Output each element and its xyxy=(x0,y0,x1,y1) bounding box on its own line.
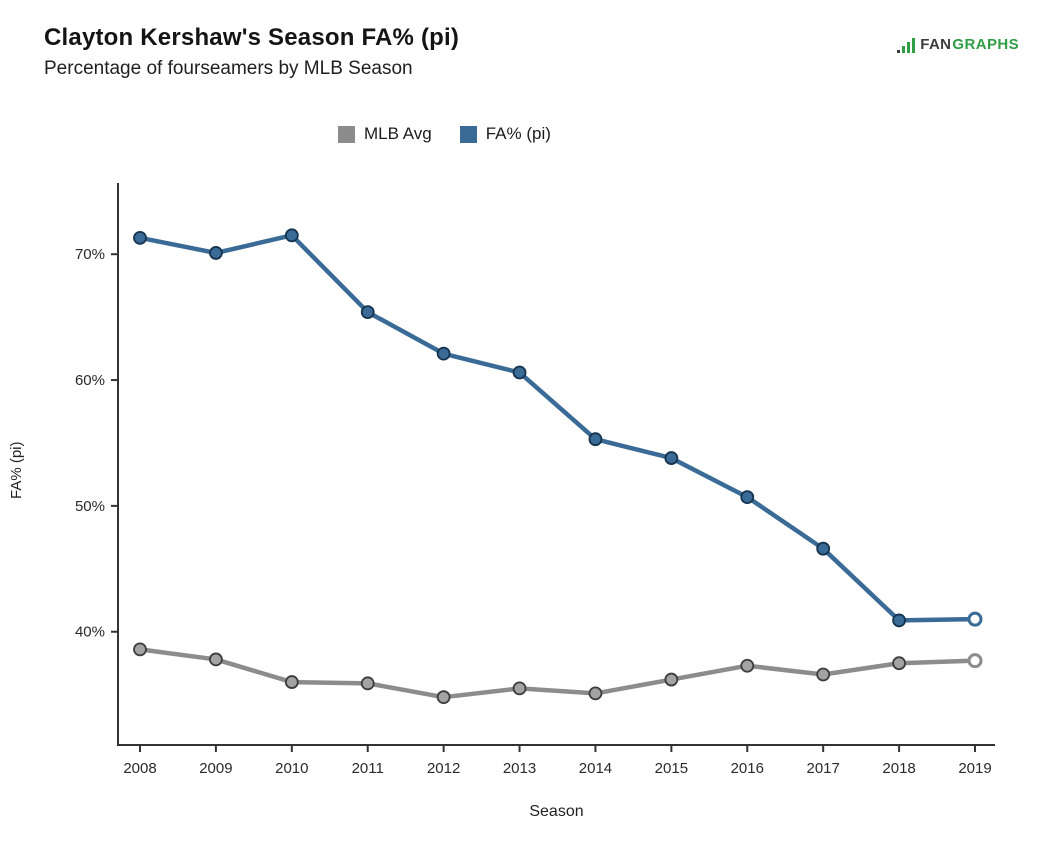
logo-bar-3 xyxy=(912,38,916,53)
x-tick-label: 2016 xyxy=(731,760,764,777)
y-axis-label: FA% (pi) xyxy=(8,441,25,499)
x-tick-label: 2011 xyxy=(352,760,384,777)
data-point xyxy=(967,653,983,669)
data-point xyxy=(892,656,906,671)
legend-item-mlb-avg: MLB Avg xyxy=(338,124,432,144)
logo-bar-dot xyxy=(897,50,901,53)
x-tick-label: 2018 xyxy=(882,760,915,777)
legend-swatch-fa-pct xyxy=(459,125,477,143)
fangraphs-bars-icon xyxy=(897,38,916,53)
chart-legend: MLB Avg FA% (pi) xyxy=(338,124,551,144)
data-point xyxy=(209,246,223,260)
data-point xyxy=(209,652,223,667)
legend-swatch-mlb-avg xyxy=(338,125,355,143)
y-tick-label: 70% xyxy=(75,246,105,263)
x-tick-label: 2017 xyxy=(806,760,839,777)
legend-label-fa-pct: FA% (pi) xyxy=(485,124,551,143)
page-subtitle: Percentage of fourseamers by MLB Season xyxy=(44,58,413,79)
y-tick-label: 60% xyxy=(75,372,105,389)
data-point xyxy=(133,642,147,657)
data-point xyxy=(740,490,755,504)
legend-item-fa-pct: FA% (pi) xyxy=(459,124,551,144)
logo-text-graphs: GRAPHS xyxy=(952,36,1019,53)
fangraphs-logo: FAN GRAPHS xyxy=(897,36,1019,53)
data-point xyxy=(664,672,679,687)
data-point xyxy=(967,611,983,627)
x-tick-label: 2014 xyxy=(579,760,612,777)
x-tick-label: 2015 xyxy=(655,760,688,777)
axis-lines xyxy=(117,183,995,746)
series-line-mlb-avg xyxy=(137,647,978,700)
data-point xyxy=(588,432,603,447)
data-point xyxy=(588,686,603,701)
y-tick-label: 40% xyxy=(75,624,105,641)
data-point xyxy=(360,676,375,691)
data-point xyxy=(512,365,527,380)
x-tick-label: 2012 xyxy=(427,760,460,777)
data-point xyxy=(512,681,527,696)
data-point xyxy=(816,667,831,682)
data-point xyxy=(436,690,451,705)
x-tick-label: 2009 xyxy=(199,760,232,777)
logo-bar-1 xyxy=(902,46,906,53)
data-point xyxy=(740,658,755,673)
data-point xyxy=(816,541,831,556)
data-point xyxy=(284,675,299,689)
x-tick-label: 2013 xyxy=(503,760,536,777)
legend-label-mlb-avg: MLB Avg xyxy=(364,124,432,143)
x-tick-label: 2008 xyxy=(123,760,156,777)
data-point xyxy=(133,230,147,245)
x-tick-label: 2019 xyxy=(958,760,991,777)
x-tick-label: 2010 xyxy=(275,760,308,777)
data-point xyxy=(284,228,299,243)
series-line-fa-pi- xyxy=(137,233,978,623)
logo-bar-2 xyxy=(907,42,911,53)
data-point xyxy=(664,451,679,465)
logo-text-fan: FAN xyxy=(920,36,952,53)
data-point xyxy=(436,346,451,361)
data-point xyxy=(360,305,375,320)
data-point xyxy=(892,613,906,628)
x-axis-label: Season xyxy=(529,803,584,820)
y-tick-label: 50% xyxy=(75,498,105,515)
page-title: Clayton Kershaw's Season FA% (pi) xyxy=(44,24,460,51)
